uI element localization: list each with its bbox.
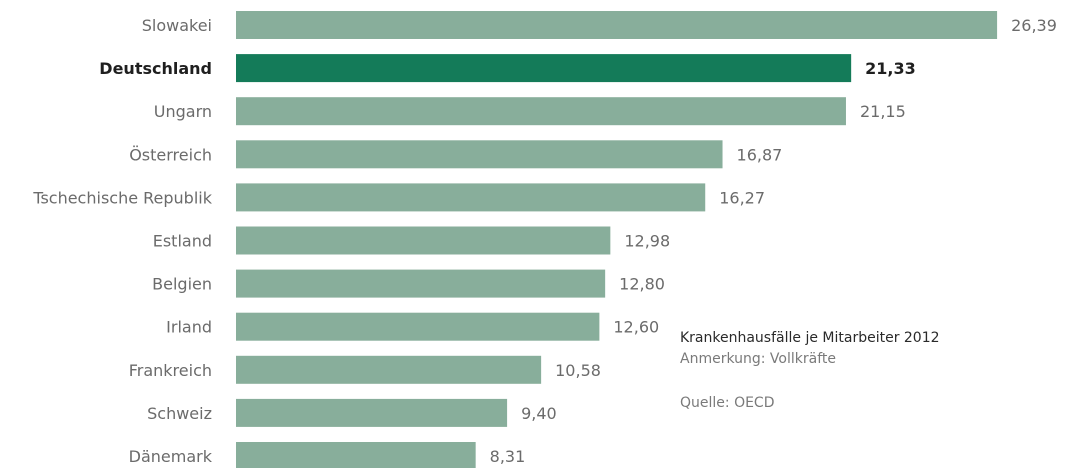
bar-frankreich xyxy=(236,355,542,384)
bar-belgien xyxy=(236,269,606,298)
category-label-ungarn: Ungarn xyxy=(154,102,212,121)
bar-osterreich xyxy=(236,140,723,169)
value-label-irland: 12,60 xyxy=(613,318,659,337)
category-label-estland: Estland xyxy=(153,232,212,251)
category-label-frankreich: Frankreich xyxy=(129,361,212,380)
value-label-tschechische-republik: 16,27 xyxy=(719,188,765,207)
bar-danemark xyxy=(236,442,476,468)
bar-ungarn xyxy=(236,97,846,126)
bar-irland xyxy=(236,312,600,341)
category-label-belgien: Belgien xyxy=(152,275,212,294)
bar-slowakei xyxy=(236,11,998,39)
bar-schweiz xyxy=(236,398,508,427)
category-label-slowakei: Slowakei xyxy=(142,16,212,35)
bar-tschechische-republik xyxy=(236,183,706,212)
chart-annotation-note: Anmerkung: Vollkräfte xyxy=(680,351,836,367)
category-label-deutschland: Deutschland xyxy=(99,59,212,78)
value-label-deutschland: 21,33 xyxy=(865,59,916,78)
category-label-osterreich: Österreich xyxy=(129,145,212,164)
value-label-frankreich: 10,58 xyxy=(555,361,601,380)
value-label-schweiz: 9,40 xyxy=(521,404,557,423)
chart-source: Quelle: OECD xyxy=(680,395,775,411)
value-label-slowakei: 26,39 xyxy=(1011,16,1057,35)
value-label-estland: 12,98 xyxy=(624,232,670,251)
value-label-osterreich: 16,87 xyxy=(737,145,783,164)
chart-annotation-title: Krankenhausfälle je Mitarbeiter 2012 xyxy=(680,330,940,346)
category-label-irland: Irland xyxy=(166,318,212,337)
value-label-ungarn: 21,15 xyxy=(860,102,906,121)
bar-deutschland xyxy=(236,54,852,83)
bar-estland xyxy=(236,226,611,255)
category-label-tschechische-republik: Tschechische Republik xyxy=(32,188,212,207)
value-label-belgien: 12,80 xyxy=(619,275,665,294)
category-label-schweiz: Schweiz xyxy=(147,404,212,423)
category-label-danemark: Dänemark xyxy=(129,447,213,466)
value-label-danemark: 8,31 xyxy=(490,447,526,466)
